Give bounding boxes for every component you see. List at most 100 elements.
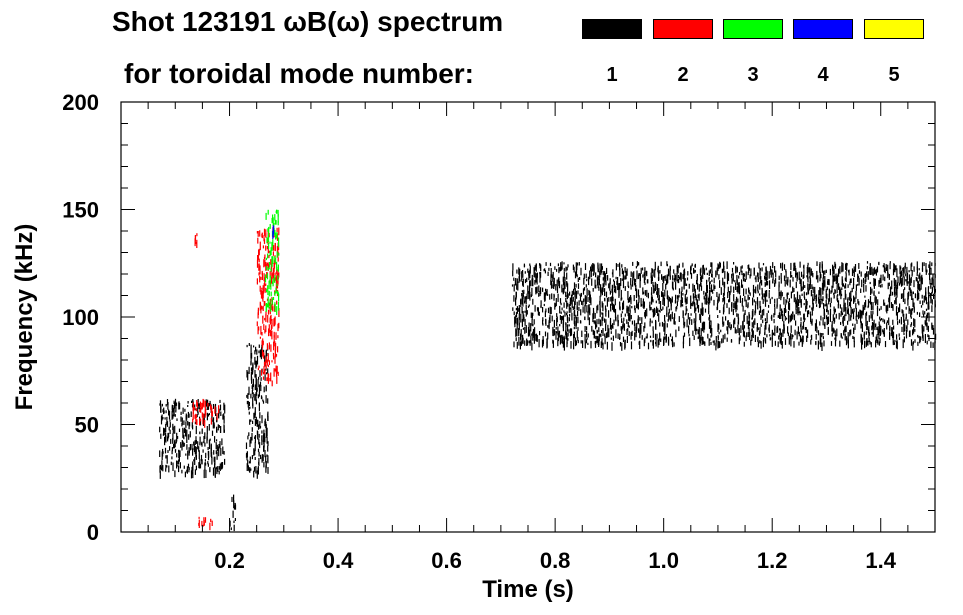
spectrum-mark	[534, 335, 536, 341]
spectrum-mark	[268, 262, 271, 265]
spectrum-mark	[802, 335, 804, 343]
spectrum-mark	[267, 364, 269, 368]
spectrum-mark	[851, 287, 853, 293]
chart-title: Shot 123191 ωB(ω) spectrum	[112, 6, 504, 37]
spectrum-mark	[737, 319, 739, 325]
spectrum-mark	[266, 303, 269, 308]
spectrum-mark	[652, 309, 654, 318]
spectrum-mark	[883, 328, 885, 337]
spectrum-mark	[612, 335, 614, 341]
spectrum-mark	[528, 340, 530, 344]
spectrum-mark	[162, 417, 164, 420]
x-tick-label: 0.8	[540, 548, 571, 573]
spectrum-mark	[639, 279, 641, 288]
spectrum-mark	[271, 303, 273, 310]
spectrum-mark	[840, 321, 842, 325]
spectrum-mark	[192, 462, 194, 471]
spectrum-mark	[650, 272, 652, 278]
spectrum-mark	[642, 291, 645, 295]
spectrum-mark	[867, 305, 869, 309]
spectrum-mark	[555, 326, 557, 330]
spectrum-mark	[610, 303, 612, 309]
spectrum-mark	[639, 323, 641, 331]
spectrum-mark	[816, 304, 818, 307]
spectrum-mark	[607, 332, 609, 338]
spectrum-mark	[207, 451, 210, 461]
spectrum-mark	[780, 263, 782, 268]
spectrum-mark	[796, 331, 798, 340]
spectrum-mark	[760, 280, 762, 284]
spectrum-mark	[259, 230, 261, 237]
spectrum-mark	[274, 256, 276, 262]
spectrum-mark	[594, 342, 597, 348]
spectrum-mark	[512, 270, 514, 277]
spectrum-mark	[929, 273, 931, 281]
spectrum-mark	[185, 421, 187, 428]
spectrum-mark	[852, 335, 854, 339]
spectrum-mark	[194, 446, 196, 455]
spectrum-mark	[761, 310, 763, 319]
spectrum-mark	[547, 332, 549, 340]
spectrum-mark	[913, 280, 915, 288]
spectrum-mark	[821, 333, 823, 338]
spectrum-mark	[753, 267, 755, 275]
spectrum-mark	[708, 277, 710, 280]
spectrum-mark	[841, 287, 843, 290]
spectrum-mark	[870, 310, 872, 319]
spectrum-mark	[845, 271, 847, 274]
spectrum-mark	[161, 451, 163, 461]
spectrum-mark	[806, 275, 808, 278]
spectrum-mark	[902, 270, 904, 278]
spectrum-mark	[774, 283, 776, 287]
spectrum-mark	[927, 286, 929, 295]
spectrum-mark	[870, 342, 872, 348]
spectrum-mark	[192, 418, 194, 423]
spectrum-mark	[183, 427, 186, 433]
spectrum-mark	[258, 258, 260, 263]
spectrum-mark	[168, 465, 170, 473]
spectrum-mark	[658, 309, 660, 312]
spectrum-mark	[257, 255, 260, 260]
spectrum-mark	[194, 440, 196, 445]
spectrum-mark	[784, 304, 786, 313]
spectrum-mark	[271, 380, 273, 387]
spectrum-mark	[735, 329, 737, 334]
spectrum-mark	[932, 342, 934, 348]
spectrum-mark	[633, 278, 636, 286]
x-tick-label: 0.6	[431, 548, 462, 573]
spectrum-mark	[254, 350, 256, 355]
spectrum-mark	[782, 329, 784, 337]
spectrum-mark	[531, 287, 533, 296]
spectrum-mark	[619, 342, 622, 347]
spectrum-mark	[274, 260, 276, 263]
spectrum-mark	[802, 274, 804, 279]
spectrum-mark	[784, 279, 786, 287]
spectrum-mark	[250, 468, 252, 471]
spectrum-mark	[255, 418, 257, 424]
spectrum-mark	[543, 292, 545, 300]
spectrum-mark	[266, 289, 268, 293]
spectrum-mark	[261, 415, 263, 424]
spectrum-mark	[270, 344, 272, 352]
spectrum-mark	[248, 411, 250, 415]
spectrum-mark	[766, 290, 768, 297]
spectrum-mark	[748, 320, 750, 328]
spectrum-mark	[709, 314, 711, 320]
spectrum-mark	[254, 436, 256, 439]
spectrum-mark	[689, 337, 691, 347]
spectrum-mark	[566, 313, 568, 316]
spectrum-mark	[737, 324, 739, 333]
spectrum-mark	[553, 294, 555, 298]
spectrum-mark	[165, 424, 167, 433]
spectrum-mark	[704, 341, 706, 346]
spectrum-mark	[538, 311, 540, 316]
spectrum-mark	[844, 278, 847, 281]
spectrum-mark	[771, 338, 773, 347]
spectrum-mark	[832, 264, 834, 271]
spectrum-mark	[191, 443, 193, 450]
spectrum-mark	[626, 308, 628, 314]
spectrum-mark	[595, 284, 597, 289]
spectrum-mark	[609, 290, 611, 295]
spectrum-mark	[223, 451, 225, 455]
spectrum-mark	[211, 456, 213, 465]
